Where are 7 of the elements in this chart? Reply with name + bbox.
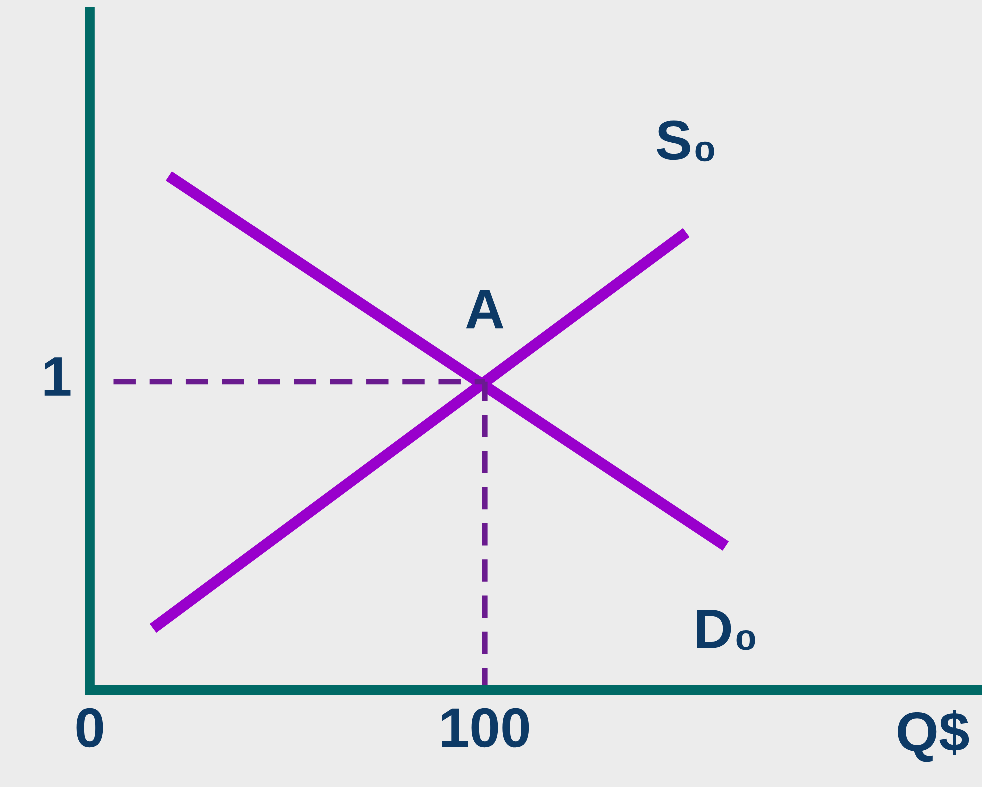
x-tick-label: 0: [76, 708, 104, 748]
text: 1: [44, 358, 71, 396]
x-axis-title: Q$: [898, 710, 970, 762]
x-tick-label: 100: [442, 708, 530, 748]
annotation: A: [466, 290, 504, 329]
series-label: D₀: [697, 610, 756, 650]
series-label: S₀: [657, 120, 714, 162]
